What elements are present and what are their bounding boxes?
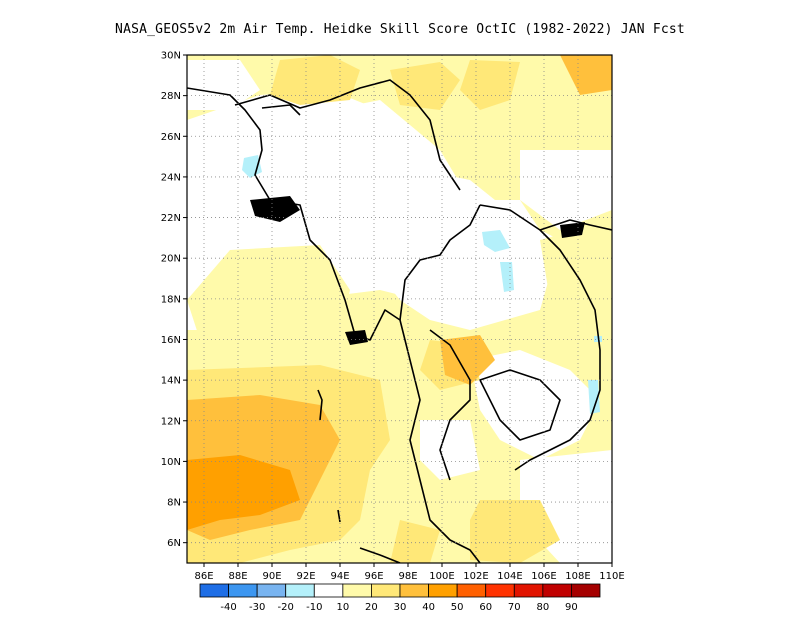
longitude-axis: 86E 88E 90E 92E 94E 96E 98E 100E 102E 104E 106E 108… bbox=[194, 563, 625, 582]
lon-tick-label: 108E bbox=[565, 571, 590, 582]
lon-tick-label: 94E bbox=[330, 571, 349, 582]
colorbar-tick-label: -40 bbox=[220, 602, 236, 613]
colorbar-swatch bbox=[571, 583, 601, 598]
colorbar-tick-label: 10 bbox=[336, 602, 349, 613]
colorbar-labels: -40 -30 -20 -10 10 20 30 40 50 60 70 80 90 bbox=[220, 602, 577, 613]
lon-tick-label: 98E bbox=[398, 571, 417, 582]
lon-tick-label: 90E bbox=[262, 571, 281, 582]
lat-tick-label: 28N bbox=[161, 91, 181, 102]
lat-tick-label: 6N bbox=[167, 538, 181, 549]
colorbar-swatch bbox=[485, 583, 515, 598]
map-frame bbox=[186, 54, 613, 564]
colorbar-tick-label: 70 bbox=[508, 602, 521, 613]
lon-tick-label: 110E bbox=[599, 571, 624, 582]
lat-tick-label: 14N bbox=[161, 376, 181, 387]
lon-tick-label: 102E bbox=[463, 571, 488, 582]
latitude-axis: 30N 28N 26N 24N 22N 20N 18N 16N 14N 12N 10N 8N 6N bbox=[161, 51, 187, 549]
colorbar-tick-label: 20 bbox=[365, 602, 378, 613]
lat-tick-label: 30N bbox=[161, 51, 181, 62]
colorbar-tick-label: -10 bbox=[306, 602, 322, 613]
colorbar-tick-label: 40 bbox=[422, 602, 435, 613]
colorbar-swatch bbox=[285, 583, 315, 598]
shading-neg-10 bbox=[242, 155, 602, 414]
colorbar-tick-label: -20 bbox=[278, 602, 294, 613]
skill-field bbox=[187, 55, 612, 563]
shading-40-50 bbox=[187, 455, 300, 530]
lat-tick-label: 24N bbox=[161, 172, 181, 183]
colorbar-swatch bbox=[371, 583, 401, 598]
colorbar-swatch bbox=[513, 583, 544, 598]
lon-tick-label: 100E bbox=[429, 571, 454, 582]
lat-tick-label: 26N bbox=[161, 132, 181, 143]
colorbar-swatch bbox=[542, 583, 572, 598]
colorbar-tick-label: 60 bbox=[479, 602, 492, 613]
colorbar-tick-label: -30 bbox=[249, 602, 265, 613]
lat-tick-label: 16N bbox=[161, 335, 181, 346]
colorbar-swatch bbox=[399, 583, 429, 598]
lat-tick-label: 12N bbox=[161, 416, 181, 427]
colorbar-swatch bbox=[256, 583, 287, 598]
lon-tick-label: 86E bbox=[194, 571, 213, 582]
colorbar-tick-label: 30 bbox=[394, 602, 407, 613]
colorbar-swatch bbox=[313, 583, 344, 598]
lon-tick-label: 104E bbox=[497, 571, 522, 582]
colorbar-swatch bbox=[342, 583, 372, 598]
colorbar-swatch bbox=[228, 583, 258, 598]
colorbar bbox=[199, 583, 601, 598]
colorbar-swatch bbox=[428, 583, 458, 598]
colorbar-tick-label: 50 bbox=[451, 602, 464, 613]
lat-tick-label: 22N bbox=[161, 213, 181, 224]
lat-tick-label: 10N bbox=[161, 457, 181, 468]
gridlines bbox=[187, 55, 612, 563]
colorbar-tick-label: 80 bbox=[536, 602, 549, 613]
colorbar-swatch bbox=[199, 583, 229, 598]
lat-tick-label: 8N bbox=[167, 498, 181, 509]
shading-neutral bbox=[187, 60, 612, 563]
delta-regions bbox=[250, 196, 585, 345]
colorbar-tick-label: 90 bbox=[565, 602, 578, 613]
map-title: NASA_GEOS5v2 2m Air Temp. Heidke Skill S… bbox=[115, 22, 685, 37]
colorbar-swatch bbox=[456, 583, 487, 598]
lat-tick-label: 18N bbox=[161, 294, 181, 305]
lon-tick-label: 92E bbox=[296, 571, 315, 582]
lon-tick-label: 106E bbox=[531, 571, 556, 582]
lat-tick-label: 20N bbox=[161, 254, 181, 265]
lon-tick-label: 88E bbox=[228, 571, 247, 582]
lon-tick-label: 96E bbox=[364, 571, 383, 582]
